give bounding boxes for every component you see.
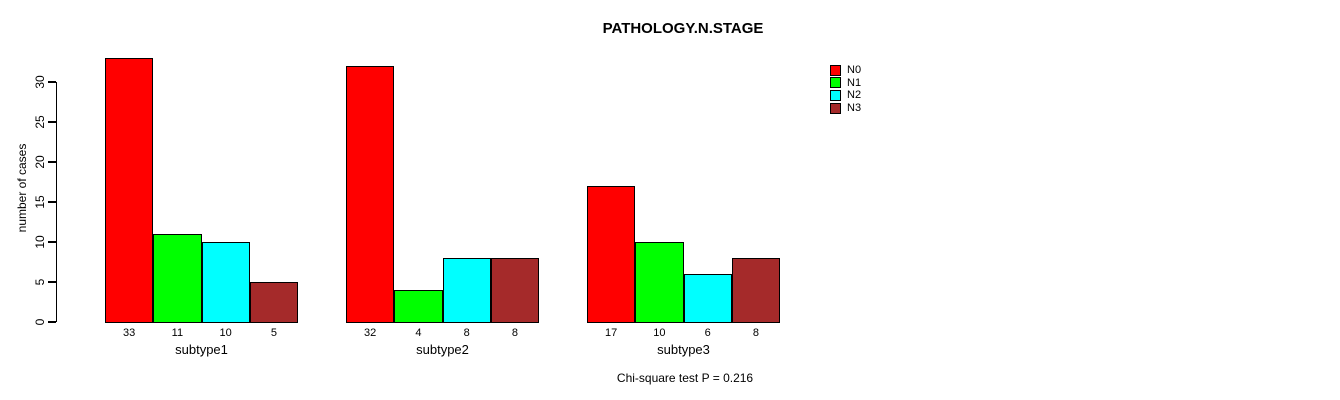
bar-N1-subtype3 bbox=[635, 242, 684, 323]
legend-label: N2 bbox=[847, 89, 862, 102]
legend-item-N2: N2 bbox=[830, 89, 861, 101]
bar-N0-subtype1 bbox=[105, 58, 154, 323]
y-tick-label: 30 bbox=[33, 75, 47, 89]
legend-item-N1: N1 bbox=[830, 77, 861, 89]
bar-N3-subtype3 bbox=[731, 258, 780, 323]
bar-N2-subtype3 bbox=[683, 274, 732, 323]
group-label-subtype1: subtype1 bbox=[175, 342, 228, 357]
y-tick-mark bbox=[48, 281, 56, 283]
bar-value-label: 10 bbox=[653, 327, 666, 339]
bar-value-label: 8 bbox=[463, 327, 470, 339]
y-tick-label: 10 bbox=[33, 235, 47, 249]
bar-value-label: 5 bbox=[270, 327, 277, 339]
legend-label: N1 bbox=[847, 76, 862, 89]
y-tick-label: 5 bbox=[33, 278, 47, 286]
bar-N0-subtype3 bbox=[587, 186, 636, 323]
legend-swatch-N3 bbox=[830, 102, 841, 114]
y-tick-mark bbox=[48, 81, 56, 83]
bar-value-label: 6 bbox=[704, 327, 711, 339]
y-tick-mark bbox=[48, 201, 56, 203]
legend-label: N0 bbox=[847, 64, 862, 76]
group-label-subtype3: subtype3 bbox=[657, 342, 710, 357]
bar-N3-subtype1 bbox=[249, 282, 298, 323]
y-tick-mark bbox=[48, 321, 56, 323]
bar-value-label: 4 bbox=[415, 327, 422, 339]
y-tick-mark bbox=[48, 161, 56, 163]
y-tick-label: 25 bbox=[33, 115, 47, 129]
y-axis-label: number of cases bbox=[15, 143, 29, 233]
bar-value-label: 8 bbox=[511, 327, 518, 339]
bar-N0-subtype2 bbox=[346, 66, 395, 323]
bar-value-label: 33 bbox=[123, 327, 136, 339]
bar-value-label: 17 bbox=[605, 327, 618, 339]
bar-value-label: 8 bbox=[752, 327, 759, 339]
y-tick-mark bbox=[48, 121, 56, 123]
y-tick-mark bbox=[48, 241, 56, 243]
legend-swatch-N1 bbox=[830, 77, 841, 89]
y-tick-label: 15 bbox=[33, 195, 47, 209]
chart-title: PATHOLOGY.N.STAGE bbox=[602, 20, 764, 37]
bar-value-label: 32 bbox=[364, 327, 377, 339]
bar-N3-subtype2 bbox=[490, 258, 539, 323]
bar-N1-subtype1 bbox=[153, 234, 202, 323]
y-axis-line bbox=[56, 82, 58, 322]
bar-value-label: 11 bbox=[171, 327, 184, 339]
bar-N2-subtype1 bbox=[201, 242, 250, 323]
bar-N2-subtype2 bbox=[442, 258, 491, 323]
bar-value-label: 10 bbox=[219, 327, 232, 339]
bar-N1-subtype2 bbox=[394, 290, 443, 323]
group-label-subtype2: subtype2 bbox=[416, 342, 469, 357]
legend-label: N3 bbox=[847, 102, 862, 115]
legend-item-N3: N3 bbox=[830, 102, 861, 114]
legend-swatch-N2 bbox=[830, 89, 841, 101]
legend-swatch-N0 bbox=[830, 64, 841, 76]
y-tick-label: 0 bbox=[33, 318, 47, 326]
legend-item-N0: N0 bbox=[830, 64, 861, 76]
y-tick-label: 20 bbox=[33, 155, 47, 169]
chi-square-annotation: Chi-square test P = 0.216 bbox=[616, 371, 754, 385]
